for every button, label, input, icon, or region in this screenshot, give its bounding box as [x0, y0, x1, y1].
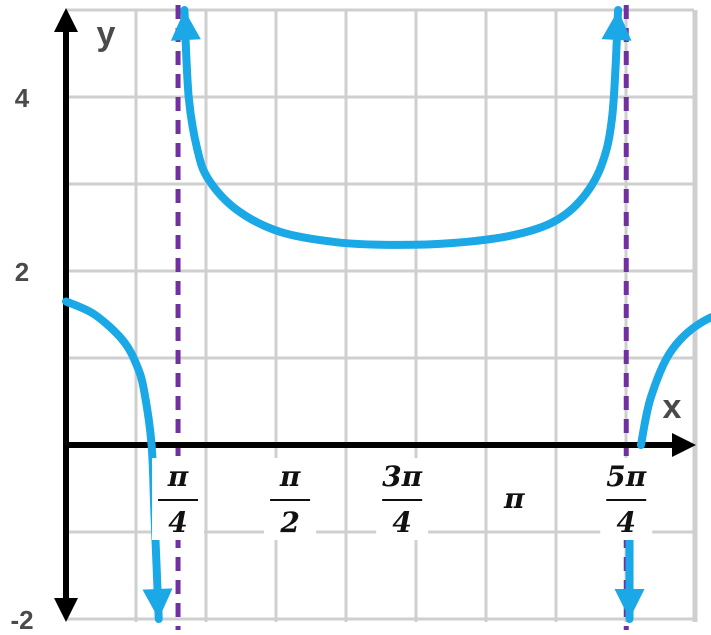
x-axis-label: x [663, 388, 682, 426]
x-tick-denominator: 4 [392, 506, 411, 539]
curve-arrow-head [601, 10, 632, 41]
x-tick-label: π [503, 482, 525, 515]
axes [54, 8, 696, 622]
x-tick-numerator: π [279, 460, 301, 493]
x-tick-numerator: 5π [606, 460, 646, 493]
curve-arrow-head [614, 589, 645, 619]
curve-arrow-head [170, 10, 201, 41]
tick-labels: π4π23π4π5π43π27π42π42-2 [10, 83, 653, 635]
x-tick-denominator: 4 [617, 506, 636, 539]
y-tick-label: 2 [15, 257, 29, 287]
x-tick-denominator: 4 [168, 506, 187, 539]
x-tick-numerator: π [167, 460, 189, 493]
function-curve-2 [180, 6, 623, 249]
x-tick-numerator: 3π [382, 460, 422, 493]
x-tick-denominator: 2 [279, 506, 299, 539]
y-tick-label: 4 [15, 83, 30, 113]
function-curve-1 [62, 297, 163, 623]
y-tick-label: -2 [10, 605, 33, 635]
x-axis-arrow [672, 433, 696, 457]
y-axis-arrow-bottom [54, 598, 78, 622]
curve-arrow-head [142, 588, 173, 619]
y-axis-arrow-top [54, 8, 78, 32]
asymptotes [175, 5, 629, 630]
tick-label-background [488, 478, 541, 518]
function-curve-3 [636, 313, 711, 449]
y-axis-label: y [97, 15, 116, 53]
